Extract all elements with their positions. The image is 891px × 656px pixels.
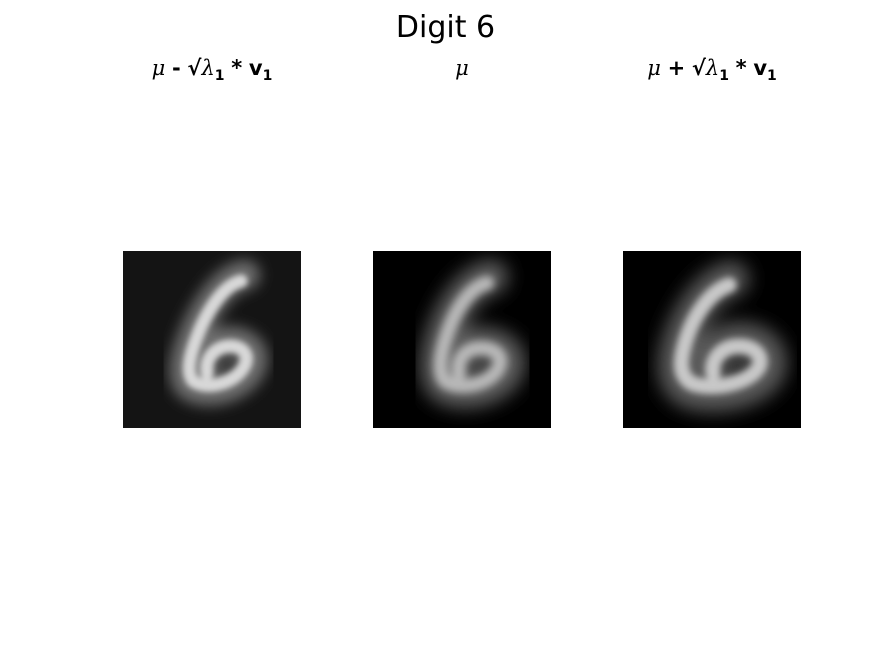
mu-symbol: μ — [455, 56, 469, 80]
digit-image-minus — [123, 251, 301, 428]
v-subscript: 1 — [262, 68, 273, 84]
plus-sign: + — [667, 56, 686, 80]
times-sign: * — [231, 56, 243, 80]
digit-image-plus — [623, 251, 801, 428]
figure-title: Digit 6 — [395, 10, 496, 45]
sqrt-symbol: √ — [691, 56, 706, 80]
lambda-subscript: 1 — [214, 68, 225, 84]
v-symbol: v — [248, 56, 263, 80]
lambda-symbol: λ — [705, 56, 720, 80]
minus-sign: - — [172, 56, 181, 80]
mu-symbol: μ — [151, 56, 166, 80]
panel-title-mean-plus-pc1: μ + √λ1 * v1 — [563, 54, 861, 84]
panel-mean-minus-pc1: μ - √λ1 * v1 — [123, 0, 301, 656]
panel-title-mean: μ — [313, 54, 611, 82]
mu-symbol: μ — [647, 56, 661, 80]
times-sign: * — [735, 56, 747, 80]
sqrt-symbol: √ — [187, 56, 202, 80]
panel-mean-plus-pc1: μ + √λ1 * v1 — [623, 0, 801, 656]
v-symbol: v — [753, 56, 768, 80]
lambda-symbol: λ — [201, 56, 215, 80]
panel-title-mean-minus-pc1: μ - √λ1 * v1 — [63, 54, 361, 84]
v-subscript: 1 — [767, 68, 777, 84]
panel-mean: μ — [373, 0, 551, 656]
lambda-subscript: 1 — [719, 68, 729, 84]
digit-image-mean — [373, 251, 551, 428]
